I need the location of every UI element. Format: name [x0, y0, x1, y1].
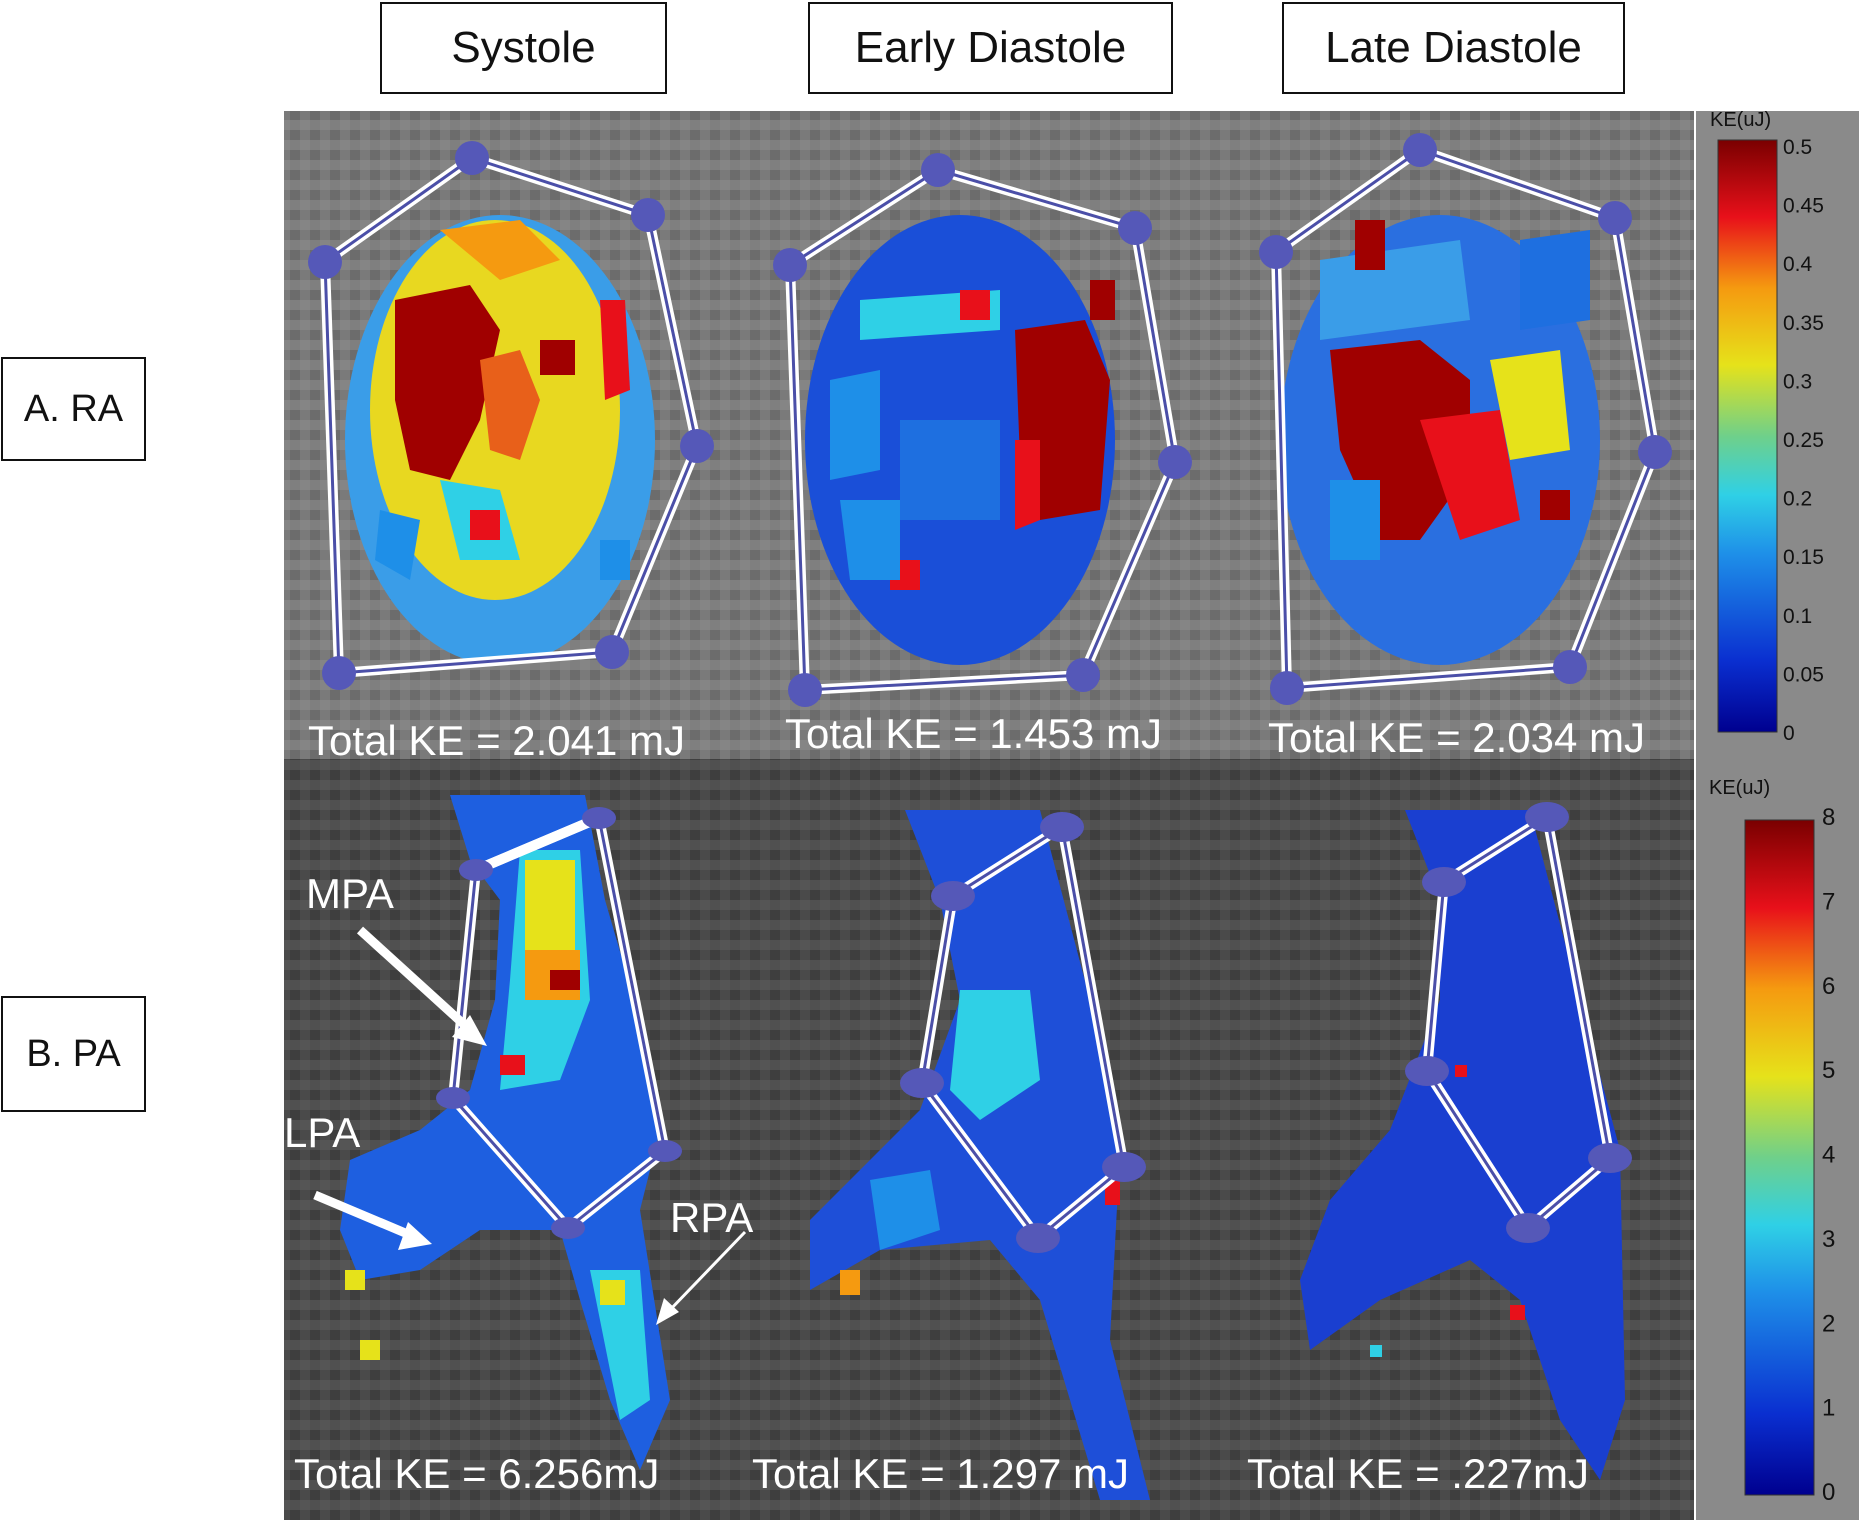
- ra-colorbar-tick-label: 0: [1783, 722, 1795, 745]
- pa-systole-contour: [447, 813, 671, 1235]
- pa-colorbar-title: KE(uJ): [1709, 777, 1770, 799]
- lpa-label: LPA: [284, 1109, 360, 1156]
- rpa-label: RPA: [670, 1194, 753, 1241]
- column-header-early-diastole: Early Diastole: [808, 2, 1173, 94]
- pa-systole-flowmap: [340, 795, 670, 1470]
- ra-early-flowmap: [805, 215, 1115, 665]
- pa-late-nodes: [1405, 802, 1632, 1243]
- ra-colorbar-tick-label: 0.05: [1783, 663, 1824, 686]
- ra-colorbar-tick-label: 0.25: [1783, 429, 1824, 452]
- ra-colorbar-tick-label: 0.4: [1783, 253, 1813, 276]
- ra-early-nodes: [773, 153, 1192, 707]
- pa-late-contour: [1421, 812, 1616, 1236]
- ra-systole-flowmap: [345, 215, 655, 665]
- ra-colorbar: KE(uJ) 0.5 0.45 0.4 0.35 0.3 0.25 0.2 0.15 0.1 0.…: [1710, 109, 1824, 745]
- ra-colorbar-title: KE(uJ): [1710, 109, 1771, 131]
- pa-colorbar-tick-label: 7: [1822, 888, 1835, 915]
- ra-late-flowmap: [1280, 215, 1600, 665]
- pa-colorbar-tick-label: 2: [1822, 1310, 1835, 1337]
- column-header-systole: Systole: [380, 2, 667, 94]
- pa-early-total-ke: Total KE = 1.297 mJ: [752, 1450, 1129, 1497]
- pa-colorbar-tick-label: 4: [1822, 1142, 1835, 1169]
- ra-systole-total-ke: Total KE = 2.041 mJ: [308, 717, 685, 764]
- ra-colorbar-tick-label: 0.3: [1783, 370, 1812, 393]
- pa-early-contour: [916, 822, 1130, 1246]
- ra-systole-nodes: [308, 141, 714, 690]
- ra-colorbar-tick-label: 0.35: [1783, 312, 1824, 335]
- ra-late-total-ke: Total KE = 2.034 mJ: [1268, 714, 1645, 761]
- mpa-label: MPA: [306, 870, 394, 917]
- pa-late-flowmap: [1300, 810, 1625, 1480]
- pa-colorbar-tick-label: 1: [1822, 1395, 1835, 1422]
- pa-late-total-ke: Total KE = .227mJ: [1247, 1450, 1589, 1497]
- row-header-ra: A. RA: [1, 357, 146, 461]
- pa-early-nodes: [900, 812, 1146, 1253]
- pa-systole-total-ke: Total KE = 6.256mJ: [294, 1450, 659, 1497]
- column-header-late-diastole: Late Diastole: [1282, 2, 1625, 94]
- ra-late-nodes: [1259, 133, 1672, 705]
- ra-colorbar-tick-label: 0.15: [1783, 546, 1824, 569]
- ra-colorbar-tick-label: 0.1: [1783, 605, 1812, 628]
- pa-annotation-arrows: [313, 926, 747, 1325]
- pa-systole-nodes: [436, 807, 682, 1239]
- pa-colorbar-tick-label: 0: [1822, 1479, 1835, 1506]
- pa-colorbar-tick-label: 3: [1822, 1226, 1835, 1253]
- pa-colorbar: KE(uJ) 8 7 6 5 4 3 2 1 0: [1709, 777, 1835, 1506]
- pa-colorbar-tick-label: 5: [1822, 1057, 1835, 1084]
- pa-colorbar-tick-label: 8: [1822, 804, 1835, 831]
- row-header-pa: B. PA: [1, 996, 146, 1112]
- ra-colorbar-tick-label: 0.5: [1783, 136, 1812, 159]
- ra-colorbar-tick-label: 0.45: [1783, 195, 1824, 218]
- ra-colorbar-tick-label: 0.2: [1783, 488, 1812, 511]
- pa-colorbar-tick-label: 6: [1822, 973, 1835, 1000]
- ra-early-total-ke: Total KE = 1.453 mJ: [785, 710, 1162, 757]
